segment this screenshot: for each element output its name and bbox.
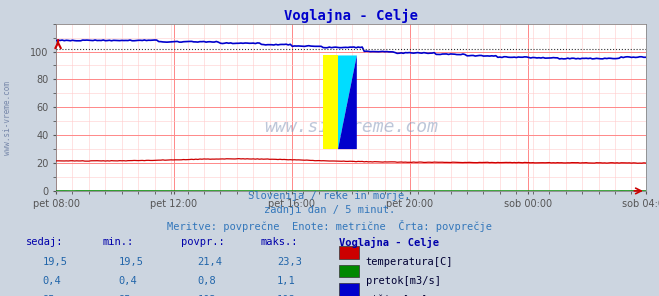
Text: 95: 95 bbox=[119, 295, 131, 296]
Text: 108: 108 bbox=[277, 295, 295, 296]
Bar bbox=[339, 265, 359, 277]
Text: www.si-vreme.com: www.si-vreme.com bbox=[3, 81, 13, 155]
Text: min.:: min.: bbox=[102, 237, 133, 247]
Text: 0,4: 0,4 bbox=[119, 276, 137, 286]
Text: 21,4: 21,4 bbox=[198, 257, 223, 267]
Text: 23,3: 23,3 bbox=[277, 257, 302, 267]
Text: maks.:: maks.: bbox=[260, 237, 298, 247]
Text: Meritve: povprečne  Enote: metrične  Črta: povprečje: Meritve: povprečne Enote: metrične Črta:… bbox=[167, 220, 492, 232]
Text: povpr.:: povpr.: bbox=[181, 237, 225, 247]
Text: Voglajna - Celje: Voglajna - Celje bbox=[339, 237, 440, 248]
Polygon shape bbox=[338, 55, 357, 149]
Text: Slovenija / reke in morje.: Slovenija / reke in morje. bbox=[248, 191, 411, 201]
Text: 95: 95 bbox=[43, 295, 55, 296]
Text: višina[cm]: višina[cm] bbox=[366, 295, 428, 296]
Text: www.si-vreme.com: www.si-vreme.com bbox=[264, 118, 438, 136]
Bar bbox=[339, 283, 359, 296]
Text: 19,5: 19,5 bbox=[43, 257, 68, 267]
Text: zadnji dan / 5 minut.: zadnji dan / 5 minut. bbox=[264, 205, 395, 215]
Text: 1,1: 1,1 bbox=[277, 276, 295, 286]
Text: pretok[m3/s]: pretok[m3/s] bbox=[366, 276, 441, 286]
Text: 0,8: 0,8 bbox=[198, 276, 216, 286]
Text: 102: 102 bbox=[198, 295, 216, 296]
Polygon shape bbox=[323, 55, 338, 149]
Text: 19,5: 19,5 bbox=[119, 257, 144, 267]
Text: sedaj:: sedaj: bbox=[26, 237, 64, 247]
Title: Voglajna - Celje: Voglajna - Celje bbox=[284, 8, 418, 22]
Polygon shape bbox=[338, 55, 357, 149]
Bar bbox=[339, 246, 359, 259]
Text: temperatura[C]: temperatura[C] bbox=[366, 257, 453, 267]
Text: 0,4: 0,4 bbox=[43, 276, 61, 286]
